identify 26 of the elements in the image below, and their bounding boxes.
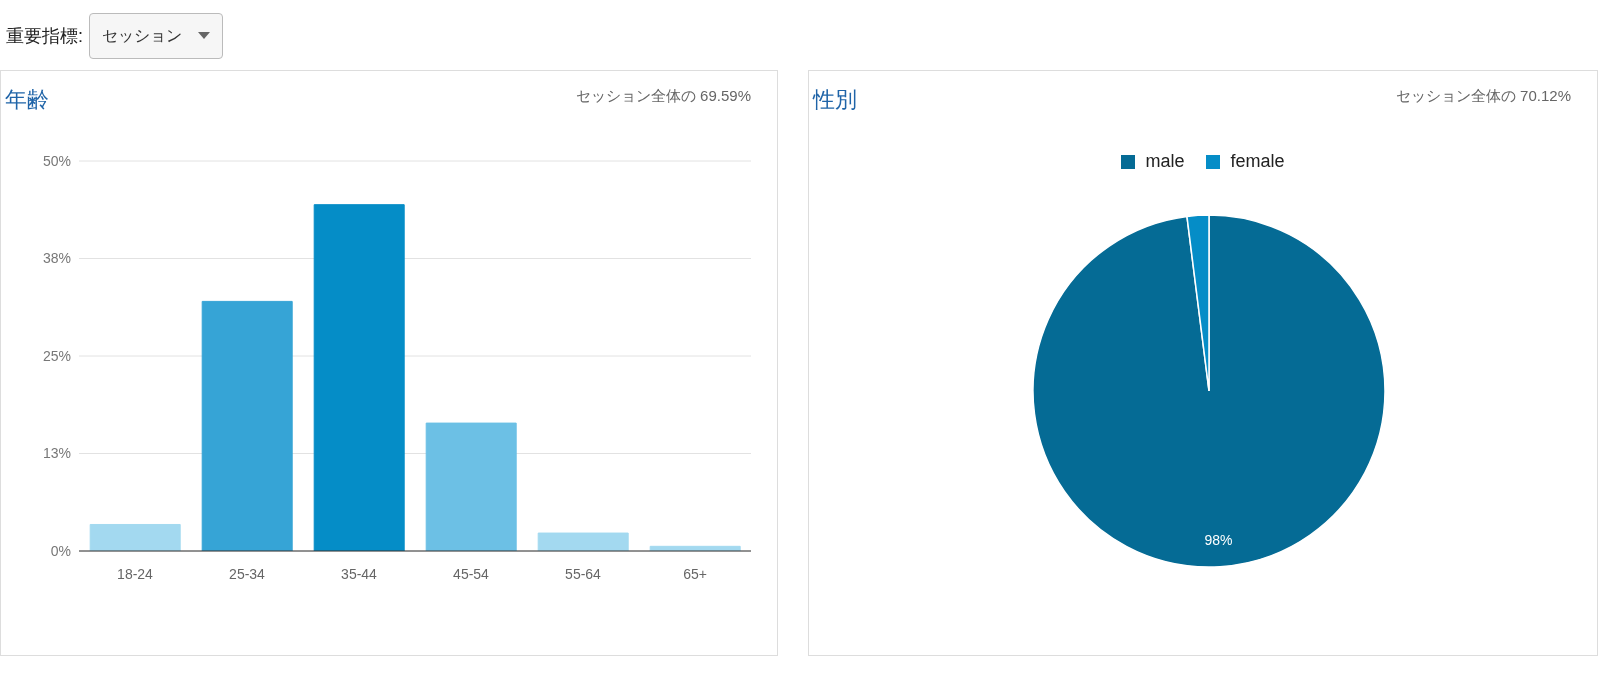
data-label: 98% <box>1204 532 1233 549</box>
chart-subtitle: セッション全体の 69.59% <box>575 87 751 106</box>
y-tick-label: 38% <box>42 250 71 267</box>
text: 性別 <box>813 86 857 114</box>
legend-label: female <box>1229 151 1285 172</box>
y-tick-label: 13% <box>42 445 71 462</box>
y-tick-label: 25% <box>42 347 71 364</box>
x-tick-label: 35-44 <box>341 565 378 582</box>
pie-slice <box>1032 214 1386 568</box>
bar <box>537 532 629 551</box>
bar <box>201 300 293 551</box>
x-tick-label: 55-64 <box>565 565 602 582</box>
bar <box>89 523 181 551</box>
dropdown-field: セッション <box>89 13 223 59</box>
x-tick-label: 25-34 <box>229 565 266 582</box>
x-tick-label: 45-54 <box>453 565 490 582</box>
chart-title: 年齢 <box>5 86 49 114</box>
text: 重要指標: <box>6 25 84 48</box>
bar <box>313 204 405 551</box>
y-tick-label: 0% <box>50 542 71 559</box>
y-tick-label: 50% <box>42 152 71 169</box>
x-tick-label: 18-24 <box>117 565 154 582</box>
bar <box>425 422 517 551</box>
text: セッション全体の 70.12% <box>1395 87 1571 106</box>
x-tick-label: 65+ <box>683 565 707 582</box>
legend-label: male <box>1144 151 1185 172</box>
